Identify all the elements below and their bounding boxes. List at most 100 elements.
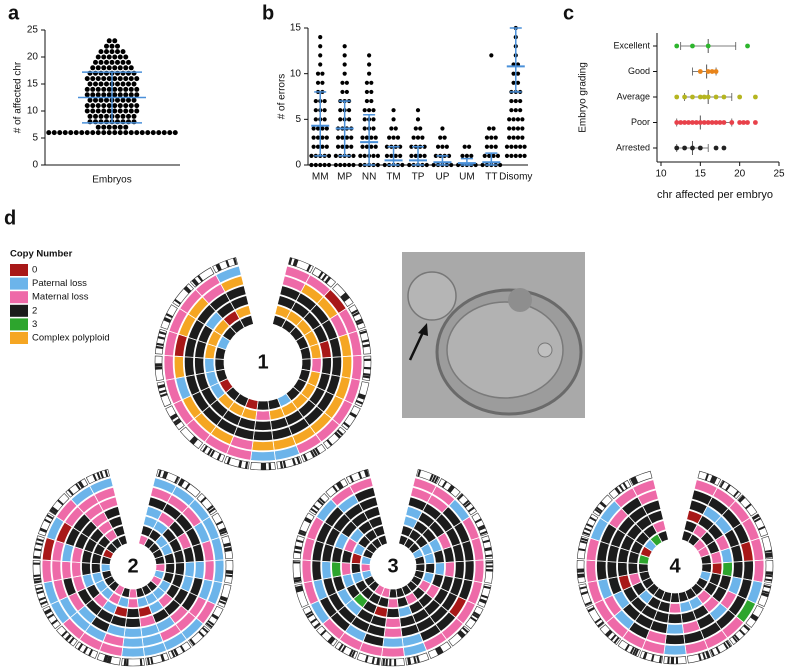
copy-segment bbox=[229, 295, 250, 311]
dot bbox=[469, 153, 474, 158]
ideogram-band bbox=[288, 257, 293, 265]
dot bbox=[362, 108, 367, 113]
dot bbox=[518, 108, 523, 113]
dot bbox=[515, 135, 521, 140]
dot bbox=[90, 86, 96, 92]
dot bbox=[391, 135, 396, 140]
ideogram-band bbox=[92, 473, 98, 482]
dot bbox=[686, 120, 691, 125]
dot bbox=[364, 144, 370, 149]
ideogram-band bbox=[363, 366, 371, 370]
dot bbox=[369, 98, 374, 104]
dot bbox=[741, 120, 746, 125]
copy-segment bbox=[174, 562, 185, 576]
copy-segment bbox=[349, 477, 374, 495]
ideogram-band bbox=[382, 658, 386, 666]
ideogram-band bbox=[765, 552, 773, 556]
ideogram-band bbox=[159, 389, 167, 394]
dot bbox=[349, 144, 354, 149]
ideogram-band bbox=[352, 311, 360, 317]
dot bbox=[134, 86, 140, 92]
ideogram-band bbox=[157, 384, 166, 389]
dot bbox=[518, 98, 523, 104]
ideogram-band bbox=[697, 653, 702, 661]
dot bbox=[134, 108, 140, 114]
ideogram-band bbox=[320, 629, 327, 636]
copy-segment bbox=[647, 509, 664, 525]
ideogram-band bbox=[324, 276, 332, 284]
dot bbox=[104, 97, 109, 103]
ideogram-band bbox=[467, 506, 475, 513]
dot bbox=[117, 76, 123, 82]
dot bbox=[117, 92, 123, 98]
dot bbox=[90, 65, 96, 71]
copy-segment bbox=[667, 613, 683, 624]
ideogram-band bbox=[711, 475, 716, 484]
dot bbox=[509, 98, 514, 104]
dot bbox=[418, 126, 423, 131]
ideogram-band bbox=[436, 647, 442, 655]
ideogram-band bbox=[34, 580, 42, 584]
dot bbox=[367, 71, 372, 76]
ideogram-band bbox=[704, 473, 710, 481]
dot bbox=[391, 108, 396, 113]
ideogram-band bbox=[459, 629, 466, 637]
ideogram-band bbox=[462, 499, 470, 507]
dot bbox=[745, 43, 750, 49]
dot bbox=[340, 89, 345, 95]
copy-segment bbox=[606, 561, 618, 579]
ideogram-band bbox=[296, 539, 304, 544]
ideogram-band bbox=[765, 574, 773, 578]
dot bbox=[120, 81, 126, 87]
ideogram-band bbox=[178, 478, 184, 486]
ideogram-band bbox=[579, 540, 588, 544]
copy-segment bbox=[585, 559, 598, 583]
ideogram-band bbox=[600, 501, 607, 508]
dot bbox=[442, 135, 447, 140]
ideogram-band bbox=[485, 568, 493, 572]
copy-segment bbox=[214, 358, 226, 372]
ideogram-band bbox=[33, 574, 41, 578]
ideogram-band bbox=[298, 531, 306, 536]
y-axis-label: # of affected chr bbox=[13, 61, 24, 133]
dot bbox=[120, 49, 126, 55]
y-tick-label: Average bbox=[617, 91, 650, 101]
dot bbox=[507, 117, 512, 122]
dot bbox=[120, 97, 126, 103]
circos-plot: 2 bbox=[32, 468, 234, 667]
copy-segment bbox=[98, 496, 119, 512]
dot bbox=[701, 94, 707, 100]
dot bbox=[360, 135, 365, 140]
copy-segment bbox=[444, 561, 455, 578]
dot bbox=[489, 53, 494, 58]
dot bbox=[753, 94, 758, 100]
ideogram-band bbox=[429, 473, 434, 482]
ideogram-band bbox=[207, 620, 215, 626]
ideogram-band bbox=[282, 460, 287, 468]
copy-segment bbox=[239, 314, 255, 329]
dot bbox=[123, 65, 129, 71]
ideogram-band bbox=[232, 257, 237, 265]
ideogram-band bbox=[618, 484, 625, 492]
copy-segment bbox=[184, 561, 195, 578]
dot bbox=[395, 135, 401, 140]
ideogram-band bbox=[461, 626, 469, 634]
x-tick-label: UM bbox=[459, 172, 475, 183]
copy-segment bbox=[93, 486, 116, 503]
ideogram-band bbox=[464, 501, 472, 508]
dot bbox=[93, 97, 98, 103]
ideogram-band bbox=[343, 421, 351, 428]
dot bbox=[678, 120, 684, 125]
copy-segment bbox=[251, 440, 275, 452]
ideogram-band bbox=[750, 615, 758, 622]
ideogram-band bbox=[448, 485, 455, 493]
dot bbox=[318, 35, 323, 40]
copy-segment bbox=[721, 561, 733, 578]
ideogram-band bbox=[434, 648, 440, 656]
dot bbox=[326, 153, 332, 158]
ideogram-band bbox=[733, 490, 740, 498]
ideogram-band bbox=[632, 476, 638, 485]
dot bbox=[104, 43, 109, 49]
copy-segment bbox=[657, 530, 669, 543]
panel-label: d bbox=[4, 207, 16, 229]
